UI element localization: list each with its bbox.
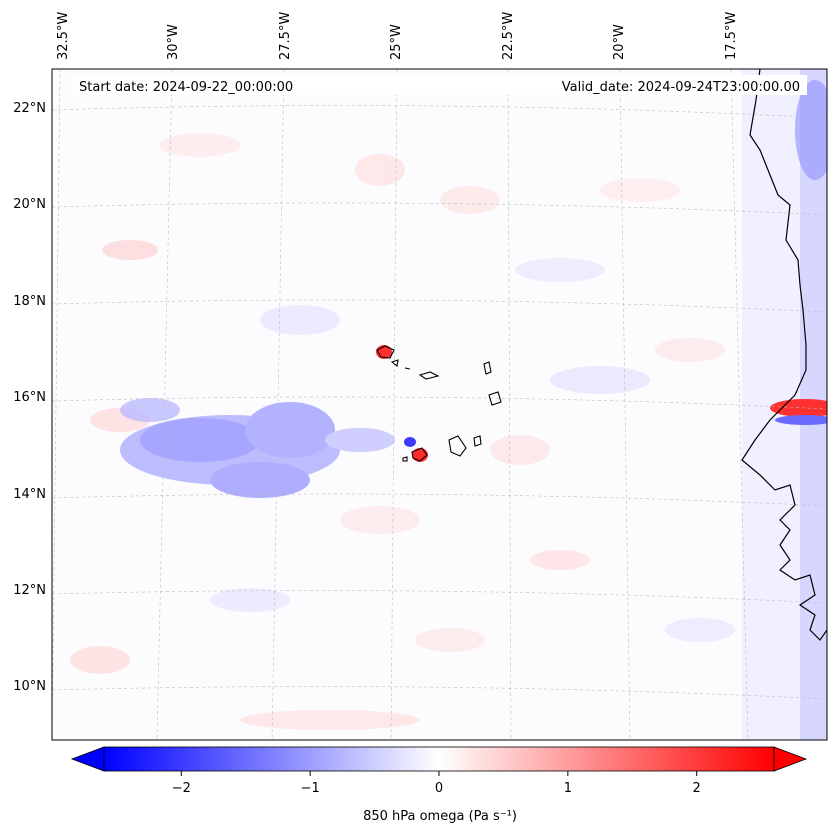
lon-label: 27.5°W <box>278 12 293 60</box>
colorbar-tick-label: −2 <box>172 781 191 796</box>
lat-label: 16°N <box>13 390 46 405</box>
colorbar-tick-label: 0 <box>435 781 443 796</box>
ascent-cell-senegal <box>770 399 827 417</box>
ascent-cell-fogo <box>412 448 428 462</box>
lat-label: 22°N <box>13 101 46 116</box>
colorbar: −2 −1 0 1 2 850 hPa omega (Pa s⁻¹) <box>70 746 808 824</box>
lon-label: 30°W <box>166 24 181 60</box>
header-box <box>72 75 807 95</box>
colorbar-tick-label: −1 <box>301 781 320 796</box>
graticule <box>51 68 828 741</box>
cape-verde-islands <box>376 345 502 462</box>
lon-label: 22.5°W <box>501 12 516 60</box>
start-date: Start date: 2024-09-22_00:00:00 <box>79 80 293 95</box>
colorbar-tick-label: 2 <box>693 781 701 796</box>
lon-label: 25°W <box>389 24 404 60</box>
map-border <box>51 68 828 741</box>
lat-label: 20°N <box>13 197 46 212</box>
colorbar-extend-max <box>773 746 808 772</box>
valid-date: Valid_date: 2024-09-24T23:00:00.00 <box>562 80 800 95</box>
lon-label: 20°W <box>612 24 627 60</box>
lon-label: 32.5°W <box>56 12 71 60</box>
lat-label: 14°N <box>13 487 46 502</box>
lat-label: 18°N <box>13 294 46 309</box>
lat-label: 10°N <box>13 679 46 694</box>
colorbar-label: 850 hPa omega (Pa s⁻¹) <box>363 809 517 824</box>
colorbar-tick-label: 1 <box>564 781 572 796</box>
colorbar-gradient <box>103 746 775 772</box>
colorbar-extend-min <box>70 746 105 772</box>
omega-field <box>52 69 827 740</box>
lon-label: 17.5°W <box>724 12 739 60</box>
coastline <box>741 68 828 641</box>
lat-label: 12°N <box>13 583 46 598</box>
